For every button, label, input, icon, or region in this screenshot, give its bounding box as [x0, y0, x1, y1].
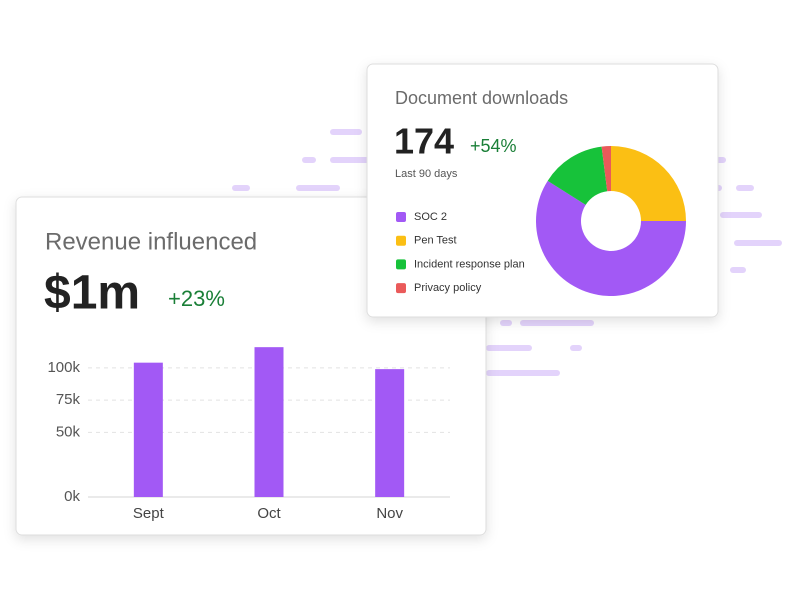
change: +23%	[168, 286, 225, 311]
legend-swatch	[396, 235, 406, 246]
y-tick-label: 0k	[64, 488, 80, 505]
change: +54%	[470, 136, 517, 156]
y-tick-label: 75k	[56, 391, 81, 408]
donut-chart: SOC 2 Pen Test Incident response plan Priva…	[396, 146, 686, 297]
headline: $1m	[44, 267, 140, 320]
donut-slice	[536, 180, 686, 297]
bar	[375, 369, 405, 497]
card-title: Document downloads	[395, 88, 568, 108]
decoration	[232, 129, 782, 376]
legend-label: SOC 2	[414, 211, 447, 223]
donut-slice	[601, 146, 611, 192]
legend-label: Privacy policy	[414, 282, 482, 294]
x-tick-label: Sept	[133, 505, 165, 522]
bar	[133, 362, 163, 497]
y-tick-label: 100k	[47, 359, 80, 376]
donut-slice	[547, 146, 608, 205]
x-tick-label: Nov	[376, 505, 403, 522]
legend-swatch	[396, 212, 406, 222]
legend-label: Incident response plan	[414, 258, 525, 270]
headline: 174	[394, 121, 454, 162]
x-tick-label: Oct	[257, 505, 281, 522]
card-title: Revenue influenced	[45, 228, 257, 255]
y-tick-label: 50k	[56, 423, 81, 440]
legend-swatch	[396, 259, 406, 270]
legend-swatch	[396, 283, 406, 294]
subtitle: Last 90 days	[395, 168, 458, 180]
donut-slice	[611, 146, 686, 221]
bar	[254, 347, 284, 497]
legend-label: Pen Test	[414, 235, 457, 247]
bar-chart: 0k 50k 75k 100k Sept Oct Nov	[47, 347, 450, 522]
